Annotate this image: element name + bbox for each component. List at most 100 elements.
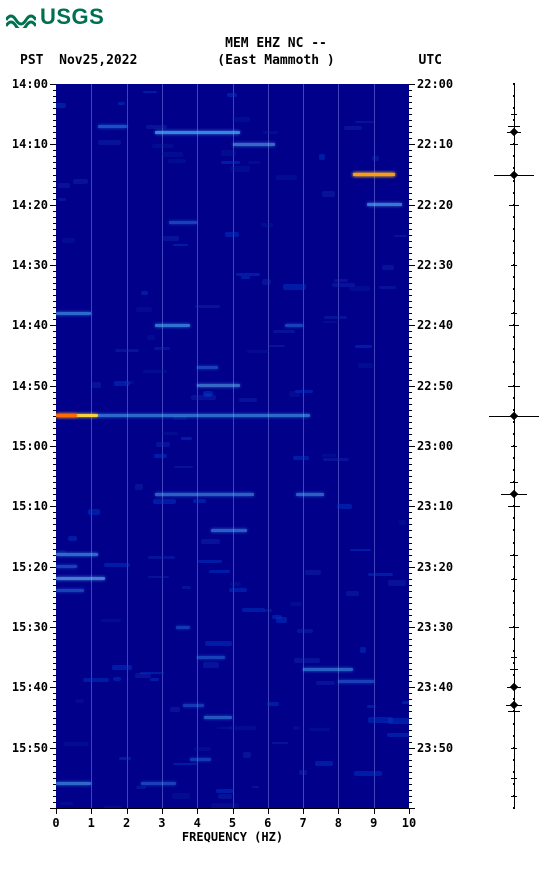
- y-tick-minor-left: [53, 175, 56, 176]
- y-tick-minor-right: [409, 730, 412, 731]
- y-tick-minor-left: [53, 307, 56, 308]
- x-axis-label: FREQUENCY (HZ): [56, 830, 409, 844]
- y-tick-minor-right: [409, 277, 412, 278]
- grid-line: [91, 84, 92, 808]
- y-tick-minor-right: [409, 404, 412, 405]
- y-tick-minor-left: [53, 211, 56, 212]
- y-tick-minor-left: [53, 132, 56, 133]
- y-tick-minor-right: [409, 241, 412, 242]
- y-tick-minor-right: [409, 114, 412, 115]
- y-tick-minor-right: [409, 283, 412, 284]
- noise-patch: [230, 582, 240, 585]
- y-label-right: 22:50: [417, 379, 453, 393]
- noise-patch: [358, 363, 373, 369]
- station-title-line1: MEM EHZ NC --: [0, 36, 552, 51]
- noise-patch: [60, 802, 73, 805]
- noise-patch: [172, 793, 190, 799]
- y-tick-minor-left: [53, 555, 56, 556]
- seismo-dot: [513, 542, 515, 544]
- y-label-left: 14:30: [0, 258, 48, 272]
- y-tick-minor-right: [409, 102, 412, 103]
- y-tick-minor-left: [53, 772, 56, 773]
- y-tick-minor-right: [409, 718, 412, 719]
- y-tick-minor-left: [53, 615, 56, 616]
- y-label-left: 15:40: [0, 680, 48, 694]
- y-tick-minor-left: [53, 452, 56, 453]
- noise-patch: [152, 144, 174, 148]
- noise-patch: [191, 395, 216, 400]
- x-tick: [338, 808, 339, 814]
- noise-patch: [104, 563, 130, 567]
- seismo-dot: [513, 457, 515, 459]
- seismo-dot: [513, 409, 515, 411]
- y-label-left: 15:10: [0, 499, 48, 513]
- seismo-dot: [513, 228, 515, 230]
- station-title-line2: (East Mammoth ): [0, 53, 552, 68]
- noise-patch: [153, 499, 175, 504]
- noise-patch: [355, 345, 373, 348]
- y-tick-minor-right: [409, 699, 412, 700]
- noise-patch: [201, 539, 220, 544]
- y-tick-minor-left: [53, 724, 56, 725]
- noise-patch: [262, 279, 271, 285]
- y-tick-minor-right: [409, 126, 412, 127]
- y-tick-minor-right: [409, 96, 412, 97]
- y-tick-minor-right: [409, 199, 412, 200]
- seismo-dot: [513, 469, 515, 471]
- y-tick-minor-right: [409, 724, 412, 725]
- noise-patch: [402, 701, 409, 704]
- noise-patch: [323, 321, 340, 324]
- y-tick-minor-right: [409, 458, 412, 459]
- y-tick-minor-right: [409, 585, 412, 586]
- noise-patch: [272, 742, 288, 745]
- y-tick-minor-left: [53, 645, 56, 646]
- x-tick-label: 0: [52, 816, 59, 830]
- y-tick-minor-left: [53, 730, 56, 731]
- y-tick-minor-right: [409, 512, 412, 513]
- seismo-dot: [513, 131, 515, 133]
- y-tick-minor-right: [409, 639, 412, 640]
- y-tick-minor-left: [53, 434, 56, 435]
- y-tick-minor-right: [409, 736, 412, 737]
- y-tick-minor-left: [53, 754, 56, 755]
- y-tick-minor-left: [53, 585, 56, 586]
- noise-patch: [221, 150, 236, 156]
- y-tick-minor-right: [409, 374, 412, 375]
- y-tick-minor-right: [409, 175, 412, 176]
- y-label-left: 15:20: [0, 560, 48, 574]
- y-tick-minor-left: [53, 766, 56, 767]
- y-tick-minor-left: [53, 229, 56, 230]
- y-tick-minor-left: [53, 609, 56, 610]
- noise-patch: [309, 728, 330, 731]
- seismogram-trace: [486, 84, 542, 808]
- y-tick-minor-left: [53, 591, 56, 592]
- spectro-event: [98, 414, 310, 417]
- y-tick-minor-right: [409, 289, 412, 290]
- noise-patch: [368, 573, 393, 576]
- y-tick-minor-left: [53, 90, 56, 91]
- seismo-dot: [513, 336, 515, 338]
- x-tick: [197, 808, 198, 814]
- y-tick-major-left: [50, 265, 56, 266]
- noise-patch: [162, 152, 183, 157]
- y-tick-minor-left: [53, 422, 56, 423]
- y-tick-minor-right: [409, 150, 412, 151]
- y-tick-minor-left: [53, 283, 56, 284]
- y-tick-minor-right: [409, 368, 412, 369]
- noise-patch: [115, 349, 139, 352]
- y-tick-minor-left: [53, 301, 56, 302]
- y-tick-major-right: [409, 687, 415, 688]
- y-tick-minor-left: [53, 561, 56, 562]
- y-tick-minor-right: [409, 398, 412, 399]
- y-label-left: 15:00: [0, 439, 48, 453]
- noise-patch: [346, 591, 359, 596]
- y-tick-minor-right: [409, 162, 412, 163]
- noise-patch: [243, 752, 251, 757]
- y-tick-minor-right: [409, 711, 412, 712]
- y-tick-minor-left: [53, 705, 56, 706]
- y-tick-minor-left: [53, 235, 56, 236]
- y-tick-minor-left: [53, 657, 56, 658]
- spectro-event: [190, 758, 211, 761]
- y-tick-minor-right: [409, 319, 412, 320]
- y-tick-minor-left: [53, 319, 56, 320]
